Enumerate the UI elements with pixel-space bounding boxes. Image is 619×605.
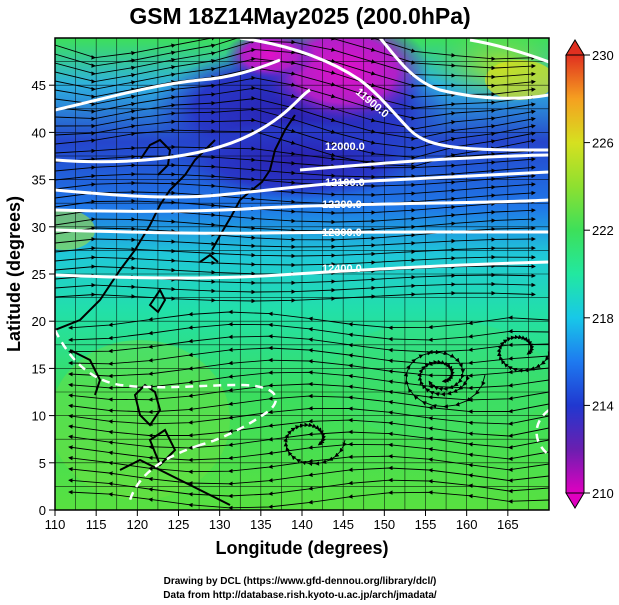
y-tick-label: 35 bbox=[32, 173, 46, 188]
credit-data: Data from http://database.rish.kyoto-u.a… bbox=[163, 590, 437, 601]
x-tick-label: 150 bbox=[373, 517, 395, 532]
x-axis-label: Longitude (degrees) bbox=[215, 538, 388, 558]
dashed-contours bbox=[55, 329, 549, 501]
y-axis: 0 5 10 15 20 25 30 35 40 45 bbox=[32, 78, 55, 518]
y-tick-label: 40 bbox=[32, 125, 46, 140]
x-tick-label: 120 bbox=[126, 517, 148, 532]
colorbar-tick-label: 230 bbox=[592, 48, 614, 63]
x-tick-label: 110 bbox=[45, 517, 66, 532]
y-tick-label: 30 bbox=[32, 220, 46, 235]
y-axis-label: Latitude (degrees) bbox=[4, 196, 24, 352]
colorbar-tick-label: 218 bbox=[592, 311, 614, 326]
contour-label: 12100.0 bbox=[325, 177, 365, 189]
height-contours bbox=[55, 38, 549, 280]
contour-label: 12400.0 bbox=[322, 263, 362, 275]
contour-label: 12000.0 bbox=[325, 141, 365, 153]
credit-drawing: Drawing by DCL (https://www.gfd-dennou.o… bbox=[164, 576, 437, 587]
streamline bbox=[55, 290, 536, 304]
streamline bbox=[68, 477, 549, 499]
x-tick-label: 160 bbox=[456, 517, 478, 532]
x-tick-label: 125 bbox=[168, 517, 190, 532]
x-tick-label: 115 bbox=[86, 517, 107, 532]
y-tick-label: 20 bbox=[32, 314, 46, 329]
map-title: GSM 18Z14May2025 (200.0hPa) bbox=[129, 3, 470, 29]
x-tick-label: 145 bbox=[332, 517, 354, 532]
contour-label: 12300.0 bbox=[322, 227, 362, 239]
shaded-field: 11900.0 12000.0 12100.0 12200.0 12300.0 … bbox=[55, 38, 549, 510]
x-tick-label: 165 bbox=[497, 517, 519, 532]
colorbar: 210 214 218 222 226 230 bbox=[565, 39, 614, 509]
y-tick-label: 10 bbox=[32, 409, 46, 424]
y-tick-label: 5 bbox=[39, 456, 46, 471]
streamline bbox=[68, 489, 549, 510]
coastlines bbox=[55, 114, 296, 506]
x-tick-label: 135 bbox=[250, 517, 272, 532]
x-axis: 110 115 120 125 130 135 140 145 150 155 160 165 bbox=[45, 510, 519, 532]
colorbar-tick-label: 222 bbox=[592, 223, 614, 238]
y-tick-label: 15 bbox=[32, 361, 46, 376]
x-tick-label: 155 bbox=[415, 517, 437, 532]
contour-label: 12200.0 bbox=[322, 199, 362, 211]
y-tick-label: 0 bbox=[39, 503, 46, 518]
x-tick-label: 140 bbox=[291, 517, 313, 532]
colorbar-tick-label: 214 bbox=[592, 398, 614, 413]
y-tick-label: 25 bbox=[32, 267, 46, 282]
y-tick-label: 45 bbox=[32, 78, 46, 93]
x-tick-label: 130 bbox=[209, 517, 231, 532]
colorbar-tick-label: 226 bbox=[592, 136, 614, 151]
colorbar-tick-label: 210 bbox=[592, 486, 614, 501]
